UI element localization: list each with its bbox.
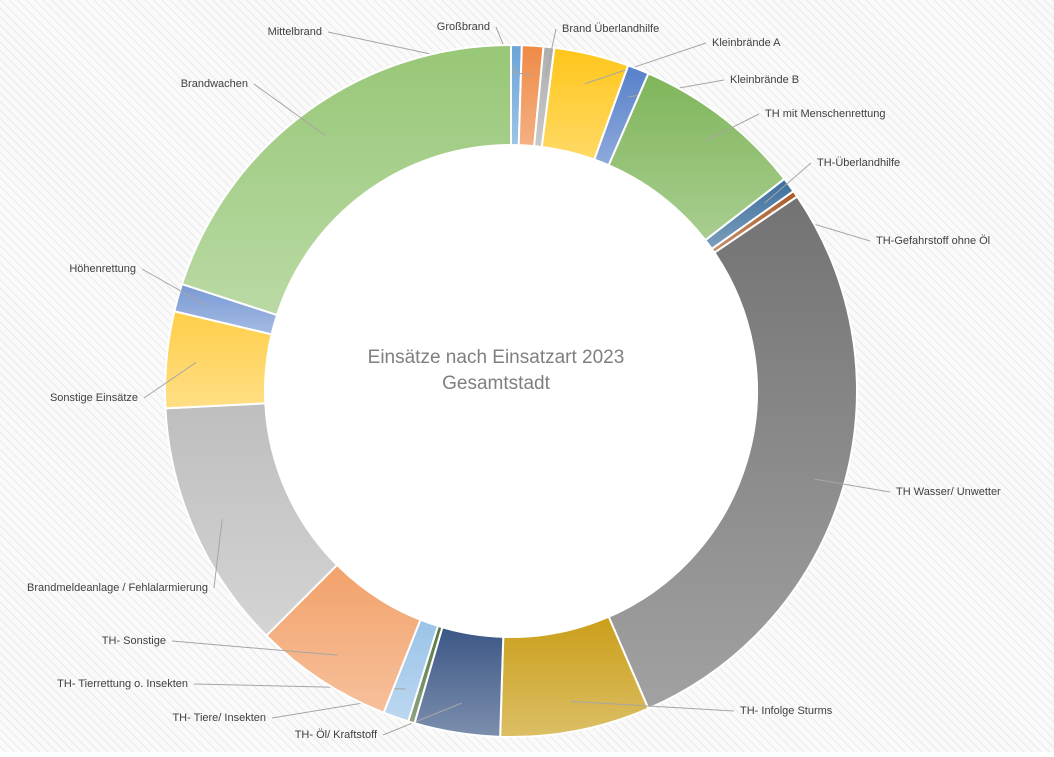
segment-label: Sonstige Einsätze [50,392,138,404]
leader-line [570,700,735,712]
leader-line [171,640,338,656]
leader-line [814,478,891,493]
segment-label: TH- Öl/ Kraftstoff [295,729,378,741]
segment-label: TH-Gefahrstoff ohne Öl [876,235,990,247]
segment-label: Großbrand [437,21,490,33]
segment-label: Brand Überlandhilfe [562,23,659,35]
segment-label: TH mit Menschenrettung [765,108,885,120]
leader-line [253,83,326,136]
segment-label: Mittelbrand [268,26,322,38]
leader-line [143,361,197,399]
segment-label: Brandmeldeanlage / Fehlalarmierung [27,582,208,594]
leader-line [213,519,223,589]
segment-label: Kleinbrände B [730,74,799,86]
chart-subtitle: Gesamtstadt [442,373,550,394]
segment-label: TH Wasser/ Unwetter [896,486,1001,498]
segment-label: TH- Infolge Sturms [740,705,833,717]
segment-label: TH- Sonstige [102,635,166,647]
segment-label: Kleinbrände A [712,37,781,49]
segment-label: TH- Tierrettung o. Insekten [57,678,188,690]
leader-line [704,113,760,142]
chart-title: Einsätze nach Einsatzart 2023 [368,347,625,368]
segment-label: Höhenrettung [69,263,136,275]
segment-label: TH- Tiere/ Insekten [172,712,266,724]
segment-label: Brandwachen [181,78,248,90]
segment-label: TH-Überlandhilfe [817,157,900,169]
